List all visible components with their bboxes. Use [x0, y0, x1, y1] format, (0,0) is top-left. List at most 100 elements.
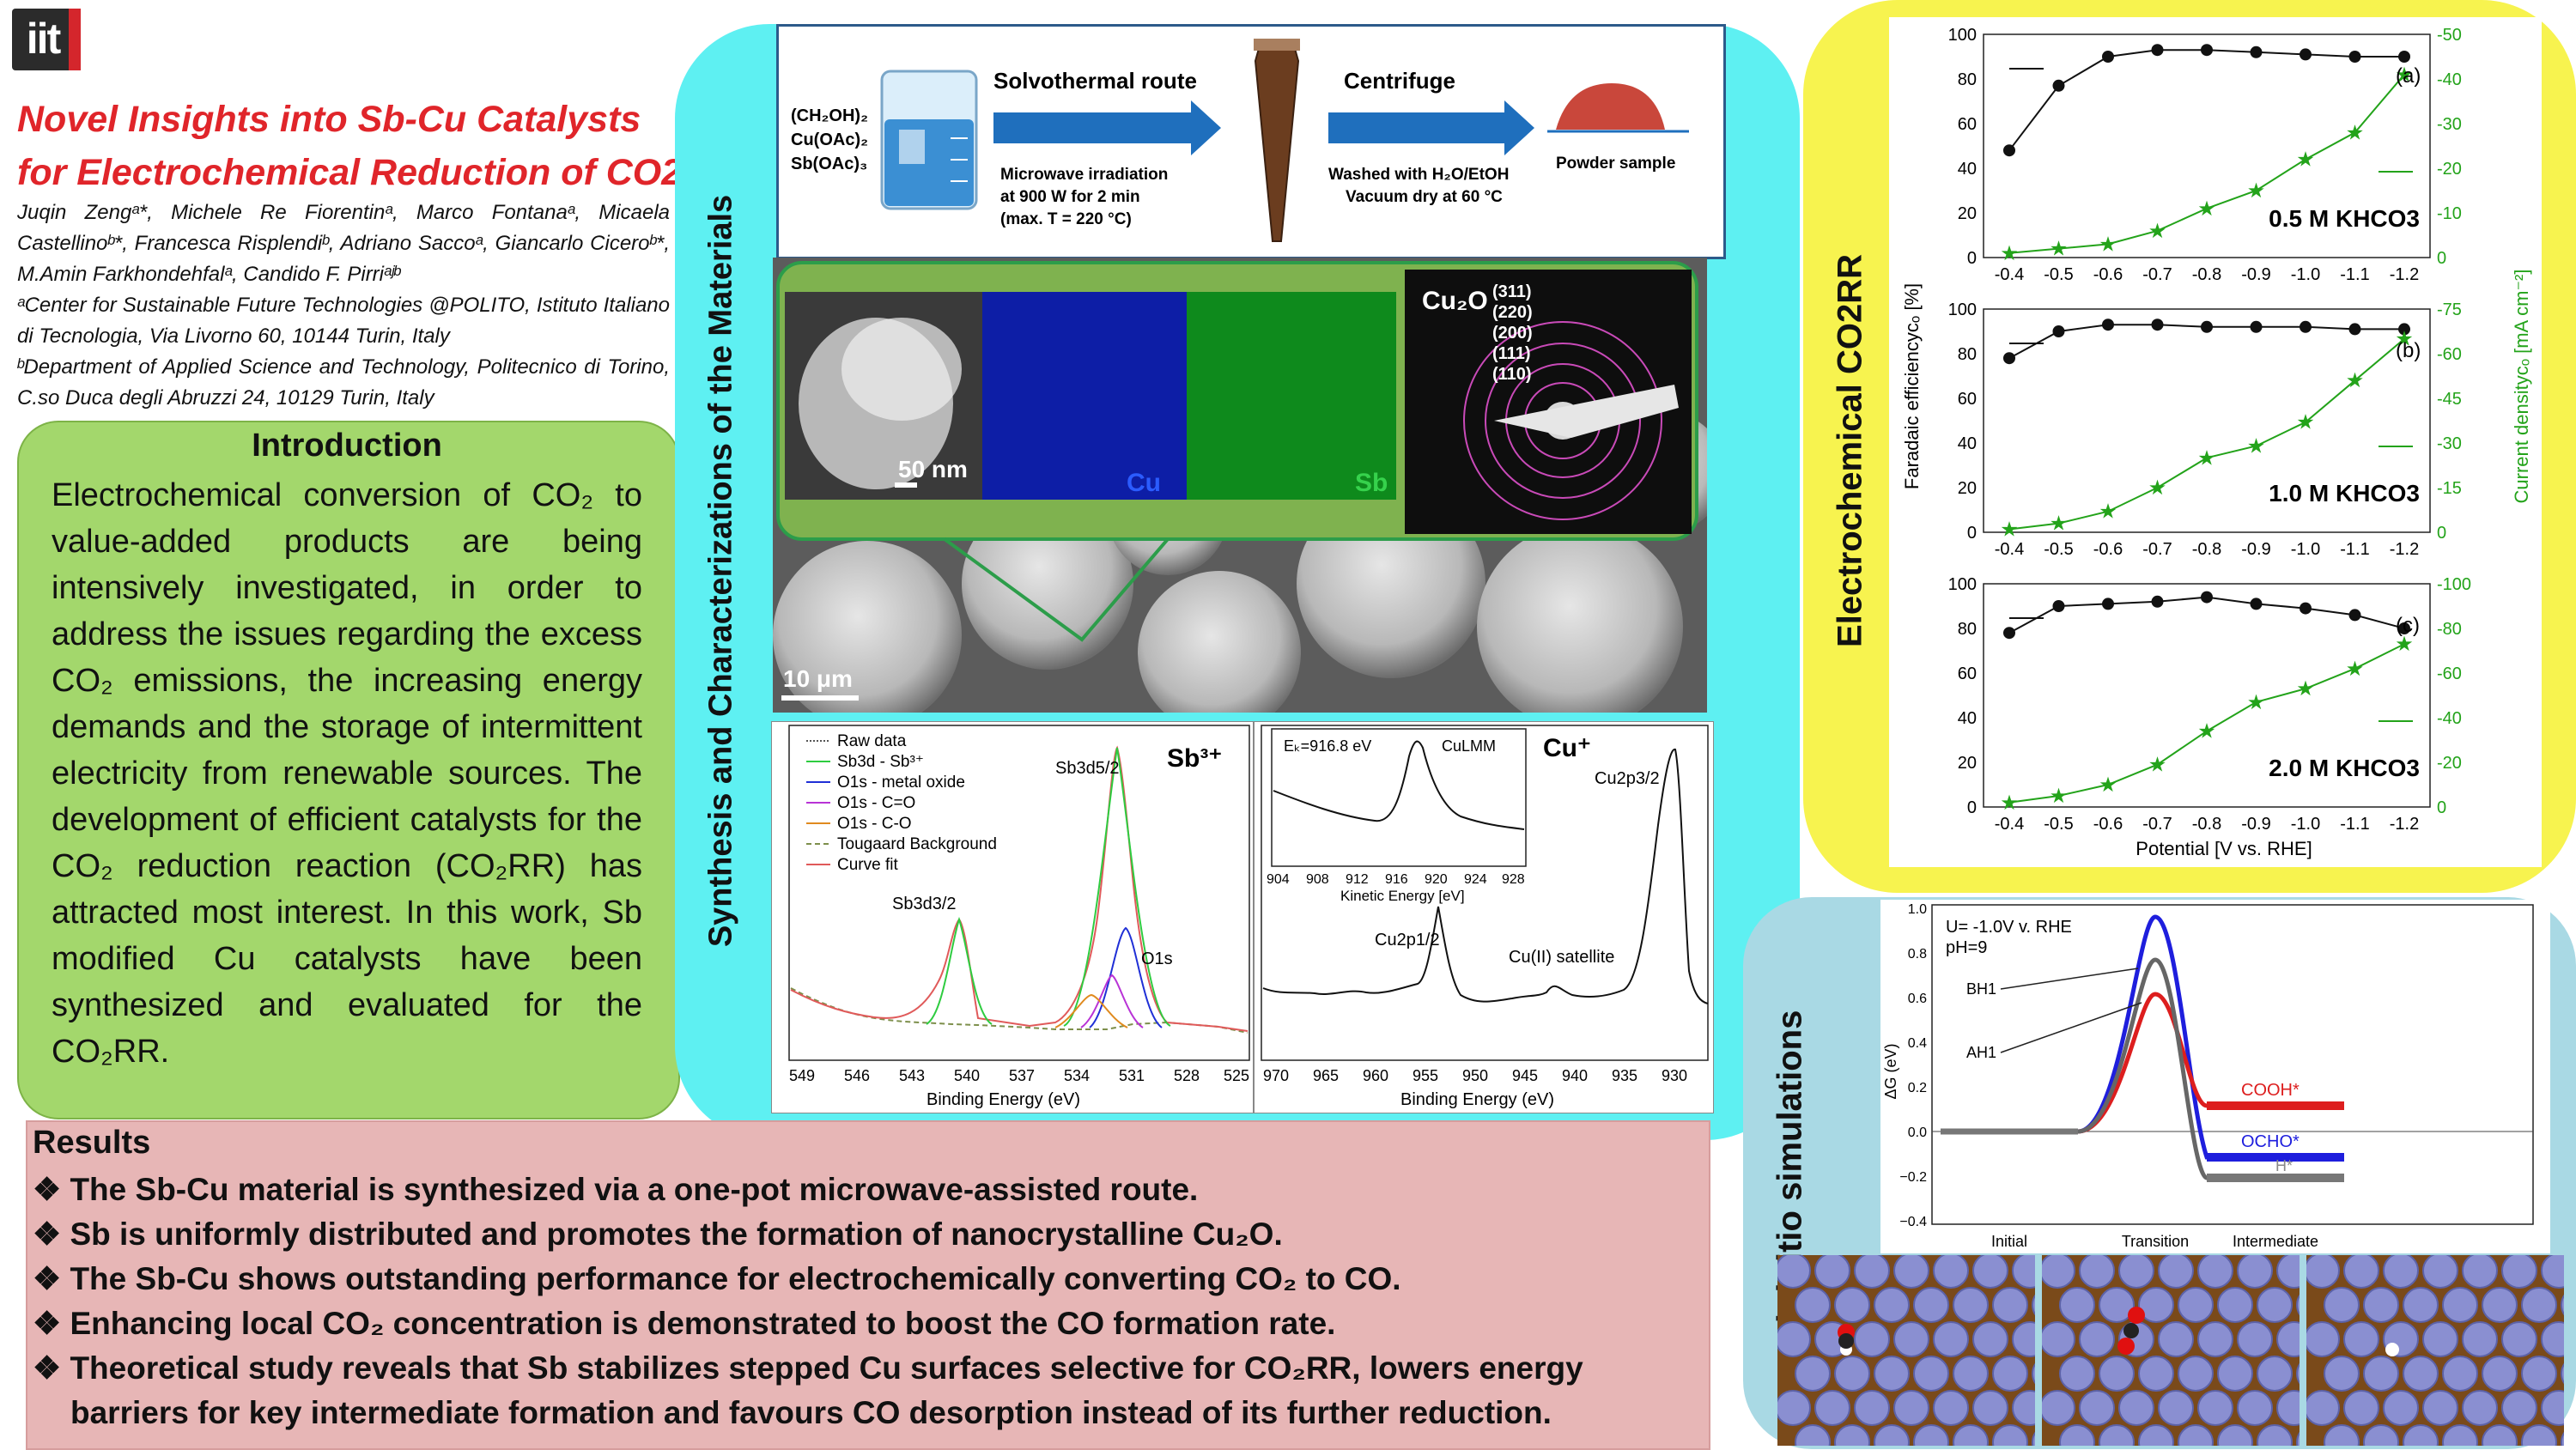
- surface-atom: [2296, 1431, 2300, 1446]
- ecr-xtick: -1.1: [2340, 815, 2369, 834]
- saed-plane-2: (220): [1492, 303, 1533, 322]
- surface-atom: [2482, 1287, 2518, 1323]
- ecr-fe-point: [2348, 51, 2361, 63]
- xps-cu-xtick-1: 970: [1263, 1067, 1289, 1084]
- ecr-plot-frame: [1983, 308, 2431, 533]
- surface-atom: [2178, 1287, 2214, 1323]
- ecr-ytick-right: -10: [2437, 204, 2462, 223]
- surface-atom: [2324, 1424, 2360, 1446]
- surface-atom: [2403, 1287, 2439, 1323]
- ecr-ytick-left: 40: [1958, 160, 1977, 179]
- ecr-xtick: -0.6: [2093, 265, 2123, 284]
- ecr-condition-label: 0.5 M KHCO3: [2269, 205, 2420, 232]
- xps-cu-peak-3: Cu(II) satellite: [1509, 948, 1614, 967]
- ecr-fe-point: [2398, 622, 2410, 634]
- ecr-xtick: -1.2: [2390, 815, 2419, 834]
- ecr-xtick: -0.7: [2142, 815, 2172, 834]
- scale-bar-50nm: 50 nm: [898, 456, 968, 482]
- ecr-fe-point: [2003, 144, 2015, 157]
- ecr-ytick-right: -60: [2437, 345, 2462, 364]
- result-item-text: Sb is uniformly distributed and promotes…: [70, 1216, 1283, 1252]
- ecr-cd-point: ★: [2197, 720, 2216, 743]
- ecr-cd-point: ★: [2346, 658, 2365, 681]
- surface-atom: [1795, 1356, 1831, 1392]
- surface-atom: [1933, 1255, 1969, 1289]
- introduction-box: [17, 421, 680, 1119]
- surface-atom: [1913, 1287, 1949, 1323]
- energy-ytick-7: −0.2: [1899, 1170, 1927, 1185]
- surface-atom: [2501, 1390, 2537, 1426]
- surface-atom: [2099, 1424, 2135, 1446]
- h-path: [2077, 957, 2344, 1180]
- surface-atom: [2138, 1424, 2174, 1446]
- xps-sb-xtick-6: 534: [1064, 1067, 1090, 1084]
- xps-cu-inset-xtick-2: 908: [1306, 872, 1329, 887]
- xps-sb-legend-5: O1s - C-O: [837, 815, 912, 833]
- ecr-cd-point: ★: [2148, 754, 2167, 777]
- xps-cu-inset-xtick-6: 924: [1464, 872, 1487, 887]
- surface-atom: [2099, 1287, 2135, 1323]
- xps-cu-inset-xtick-7: 928: [1502, 872, 1525, 887]
- surface-atom: [1874, 1287, 1910, 1323]
- surface-atom: [2306, 1390, 2340, 1426]
- ecr-cd-point: ★: [2050, 238, 2069, 261]
- route-desc-1: Microwave irradiation: [1000, 166, 1168, 184]
- bh1-label: BH1: [1966, 980, 1996, 998]
- cu-map: [982, 292, 1187, 500]
- ecr-ytick-right: -20: [2437, 160, 2462, 179]
- surface-atom: [1893, 1255, 1929, 1289]
- surface-atom: [2324, 1287, 2360, 1323]
- surface-atom: [2462, 1321, 2498, 1357]
- centrifuge-desc-2: Vacuum dry at 60 °C: [1346, 188, 1503, 206]
- xps-cu-inset-tag: CuLMM: [1442, 737, 1496, 755]
- xps-sb-xtick-5: 537: [1009, 1067, 1035, 1084]
- logo-tag: [69, 9, 81, 70]
- surface-atom: [2363, 1287, 2399, 1323]
- surface-atom: [2403, 1356, 2439, 1392]
- ecr-ytick-right: -50: [2437, 26, 2462, 45]
- surface-atom: [2383, 1390, 2419, 1426]
- result-item: ❖ Enhancing local CO₂ concentration is d…: [33, 1306, 1336, 1341]
- ecr-fe-point: [2151, 595, 2164, 608]
- ecr-ytick-right: -40: [2437, 709, 2462, 728]
- ecr-ytick-right: -80: [2437, 620, 2462, 639]
- autoclave-tube-icon: [1254, 39, 1300, 242]
- surface-atom: [2521, 1287, 2557, 1323]
- ecr-ytick-left: 60: [1958, 390, 1977, 409]
- centrifuge-desc-1: Washed with H₂O/EtOH: [1328, 166, 1509, 184]
- xps-cu-inset-xtick-1: 904: [1267, 872, 1290, 887]
- ecr-ytick-right: -75: [2437, 300, 2462, 319]
- surface-atom: [2032, 1362, 2035, 1385]
- ecr-ytick-left: 0: [1967, 249, 1977, 268]
- surface-atom: [2197, 1390, 2233, 1426]
- energy-ytick-4: 0.4: [1908, 1036, 1927, 1051]
- ecr-ytick-left: 80: [1958, 70, 1977, 89]
- ecr-ytick-left: 40: [1958, 709, 1977, 728]
- free-energy-diagram: 1.0 0.8 0.6 0.4 0.2 0.0 −0.2 −0.4 ΔG (eV…: [1880, 900, 2550, 1253]
- surface-atom: [2237, 1390, 2273, 1426]
- ecr-ytick-left: 60: [1958, 115, 1977, 134]
- route-arrow-1: [993, 100, 1221, 155]
- ecr-fe-point: [2398, 51, 2410, 63]
- ecr-ytick-left: 80: [1958, 620, 1977, 639]
- surface-atom: [1777, 1390, 1811, 1426]
- species-h: H*: [2275, 1157, 2293, 1174]
- xps-cu-xlabel: Binding Energy (eV): [1400, 1090, 1554, 1109]
- surface-atom: [2442, 1424, 2478, 1446]
- surface-atom: [2032, 1431, 2035, 1446]
- surface-atom: [2158, 1255, 2194, 1289]
- faradaic-efficiency-svg: Faradaic efficiencyᴄₒ [%] Current densit…: [1901, 26, 2532, 859]
- ecr-xtick: -0.7: [2142, 540, 2172, 559]
- cooh-path: [2077, 992, 2344, 1134]
- ecr-xtick: -1.1: [2340, 265, 2369, 284]
- ecr-ytick-right: -30: [2437, 434, 2462, 453]
- ecr-ytick-right: -15: [2437, 479, 2462, 498]
- xps-cu-plot: Eₖ=916.8 eV CuLMM 904 908 912 916 920 92…: [1254, 721, 1714, 1113]
- atomistic-snapshot-transition: [2042, 1255, 2300, 1446]
- ecr-fe-point: [2300, 320, 2312, 333]
- surface-atom: [1874, 1424, 1910, 1446]
- ecr-series-line: [2008, 74, 2405, 254]
- saed-plane-4: (111): [1492, 344, 1530, 363]
- ecr-ytick-left: 20: [1958, 204, 1977, 223]
- ecr-cd-point: ★: [2247, 179, 2266, 203]
